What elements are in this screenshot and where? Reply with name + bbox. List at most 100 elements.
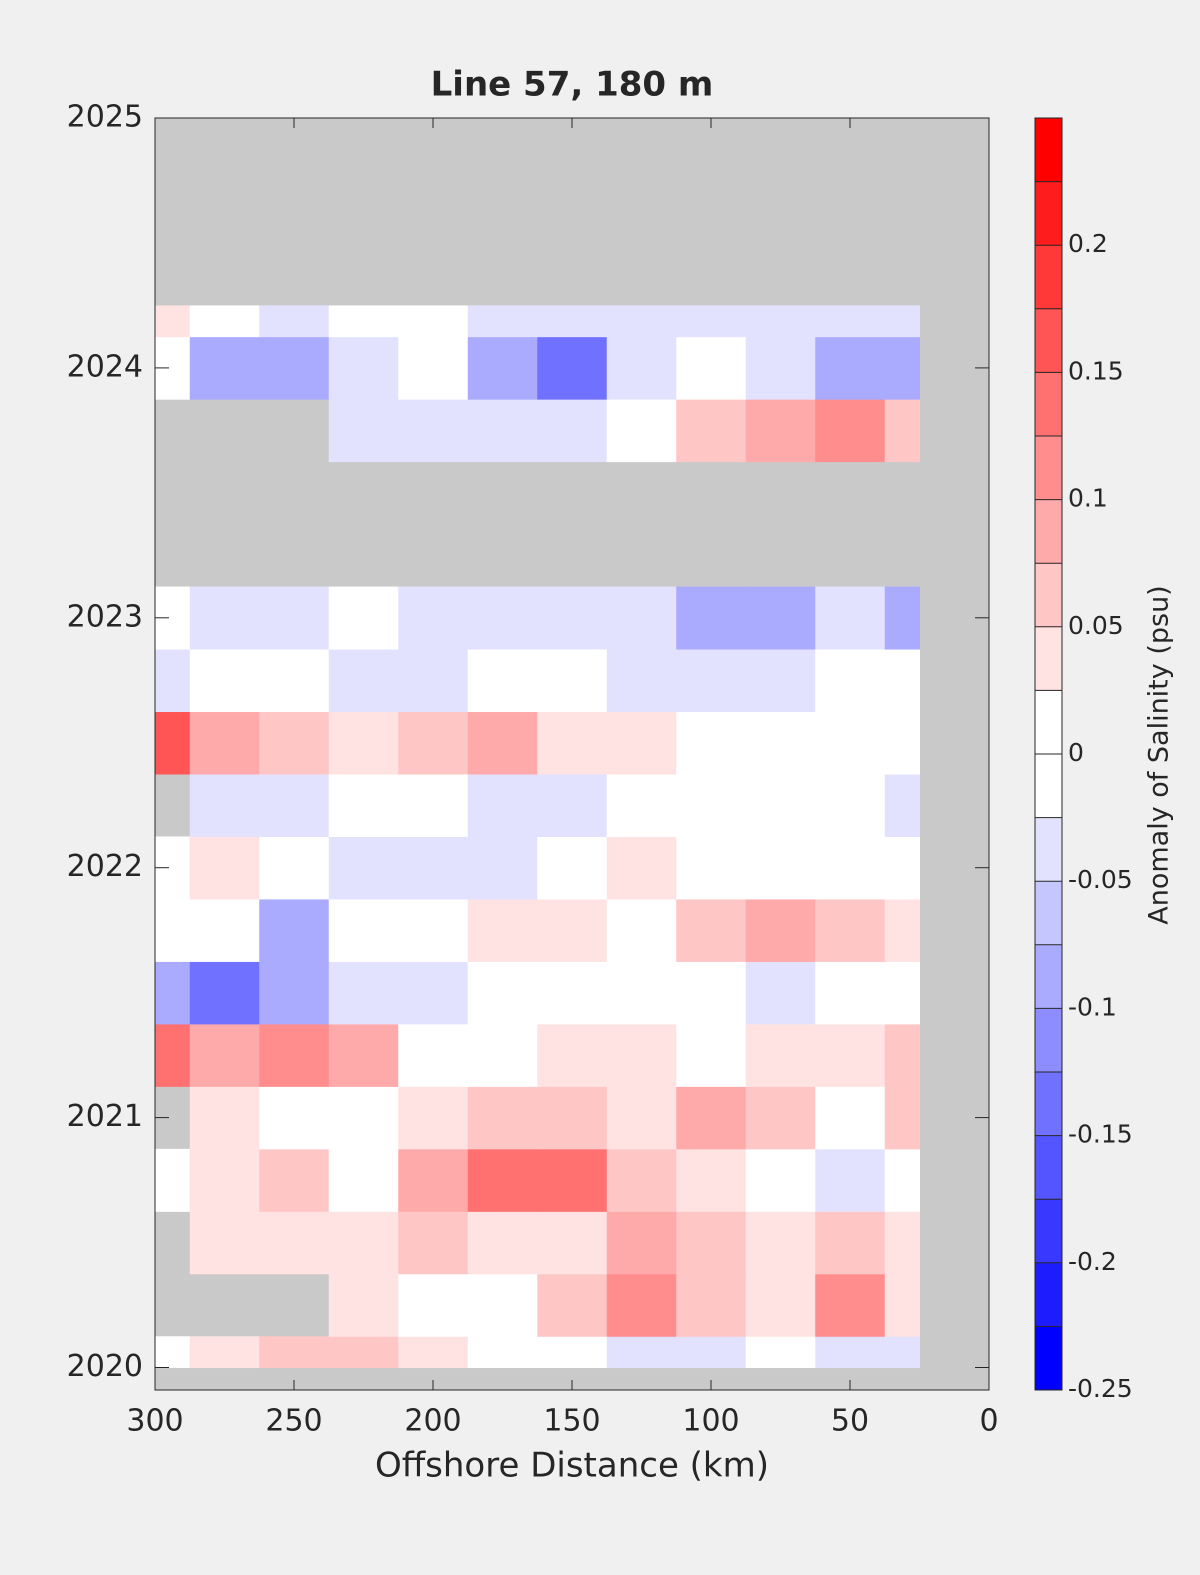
contour-cell (189, 711, 260, 775)
contour-cell (328, 305, 399, 338)
contour-cell (398, 305, 469, 338)
contour-cell (815, 961, 886, 1025)
contour-cell (155, 961, 191, 1025)
contour-cell (606, 586, 677, 650)
contour-cell (884, 836, 920, 900)
contour-cell (398, 1211, 469, 1275)
contour-cell (606, 1211, 677, 1275)
contour-cell (189, 961, 260, 1025)
contour-cell (676, 1023, 747, 1087)
contour-cell (189, 1211, 260, 1275)
contour-cell (606, 649, 677, 713)
contour-cell (676, 399, 747, 463)
contour-cell (815, 1148, 886, 1212)
chart-title: Line 57, 180 m (431, 65, 714, 105)
contour-cell (259, 649, 330, 713)
contour-cell (745, 1336, 816, 1369)
contour-cell (467, 586, 538, 650)
contour-cell (328, 836, 399, 900)
contour-cell (884, 1148, 920, 1212)
contour-cell (398, 1336, 469, 1369)
y-tick-label: 2021 (67, 1099, 143, 1134)
contour-cell (606, 1086, 677, 1150)
contour-cell (537, 836, 608, 900)
contour-cell (884, 649, 920, 713)
contour-cell (745, 961, 816, 1025)
contour-cell (815, 1211, 886, 1275)
y-tick-label: 2022 (67, 849, 143, 884)
contour-cell (815, 586, 886, 650)
y-tick-label: 2025 (67, 100, 143, 135)
contour-cell (884, 399, 920, 463)
contour-cell (676, 1211, 747, 1275)
colorbar-tick-label: 0.2 (1068, 229, 1108, 258)
contour-cell (537, 1336, 608, 1369)
y-tick-label: 2023 (67, 599, 143, 634)
contour-cell (467, 305, 538, 338)
colorbar-tick-label: -0.05 (1068, 865, 1133, 894)
colorbar-band (1035, 308, 1062, 373)
contour-cell (745, 1148, 816, 1212)
x-tick-label: 200 (404, 1404, 461, 1439)
contour-cell (398, 1273, 469, 1337)
contour-cell (884, 1023, 920, 1087)
colorbar-band (1035, 181, 1062, 246)
contour-cell (189, 649, 260, 713)
contour-cell (815, 836, 886, 900)
contour-cell (259, 898, 330, 962)
contour-cell (676, 711, 747, 775)
contour-cell (676, 961, 747, 1025)
contour-cell (155, 1148, 191, 1212)
contour-cell (328, 649, 399, 713)
contour-cell (815, 649, 886, 713)
contour-cell (606, 711, 677, 775)
colorbar-tick-label: 0.1 (1068, 484, 1108, 513)
colorbar-band (1035, 817, 1062, 882)
colorbar-label: Anomaly of Salinity (psu) (1144, 585, 1175, 924)
x-tick-label: 250 (265, 1404, 322, 1439)
contour-cell (606, 1336, 677, 1369)
contour-cell (398, 399, 469, 463)
contour-cell (884, 586, 920, 650)
contour-cell (537, 1273, 608, 1337)
contour-cell (884, 1086, 920, 1150)
colorbar-band (1035, 690, 1062, 755)
x-tick-label: 150 (543, 1404, 600, 1439)
contour-cell (328, 336, 399, 400)
contour-cell (745, 399, 816, 463)
contour-cell (189, 336, 260, 400)
contour-cell (537, 649, 608, 713)
contour-cell (467, 1023, 538, 1087)
contour-cell (398, 961, 469, 1025)
contour-cell (676, 1273, 747, 1337)
contour-cell (259, 1148, 330, 1212)
contour-cell (259, 711, 330, 775)
colorbar-band (1035, 118, 1062, 183)
contour-cell (745, 336, 816, 400)
contour-cell (815, 305, 886, 338)
contour-cell (189, 1023, 260, 1087)
contour-cell (259, 336, 330, 400)
contour-cell (328, 1023, 399, 1087)
contour-cell (606, 1023, 677, 1087)
colorbar-band (1035, 1326, 1062, 1391)
contour-cell (815, 399, 886, 463)
contour-cell (189, 1336, 260, 1369)
x-tick-label: 0 (979, 1404, 998, 1439)
contour-cell (398, 586, 469, 650)
x-tick-label: 50 (831, 1404, 869, 1439)
contour-cell (398, 1148, 469, 1212)
contour-cell (606, 336, 677, 400)
contour-cell (606, 399, 677, 463)
contour-cell (467, 399, 538, 463)
contour-cell (676, 586, 747, 650)
contour-cell (537, 773, 608, 837)
contour-cell (259, 836, 330, 900)
contour-cell (467, 649, 538, 713)
contour-cell (189, 773, 260, 837)
contour-cell (155, 649, 191, 713)
y-tick-label: 2020 (67, 1349, 143, 1384)
colorbar-band (1035, 754, 1062, 819)
contour-cell (398, 336, 469, 400)
colorbar-tick-label: -0.25 (1068, 1374, 1133, 1403)
